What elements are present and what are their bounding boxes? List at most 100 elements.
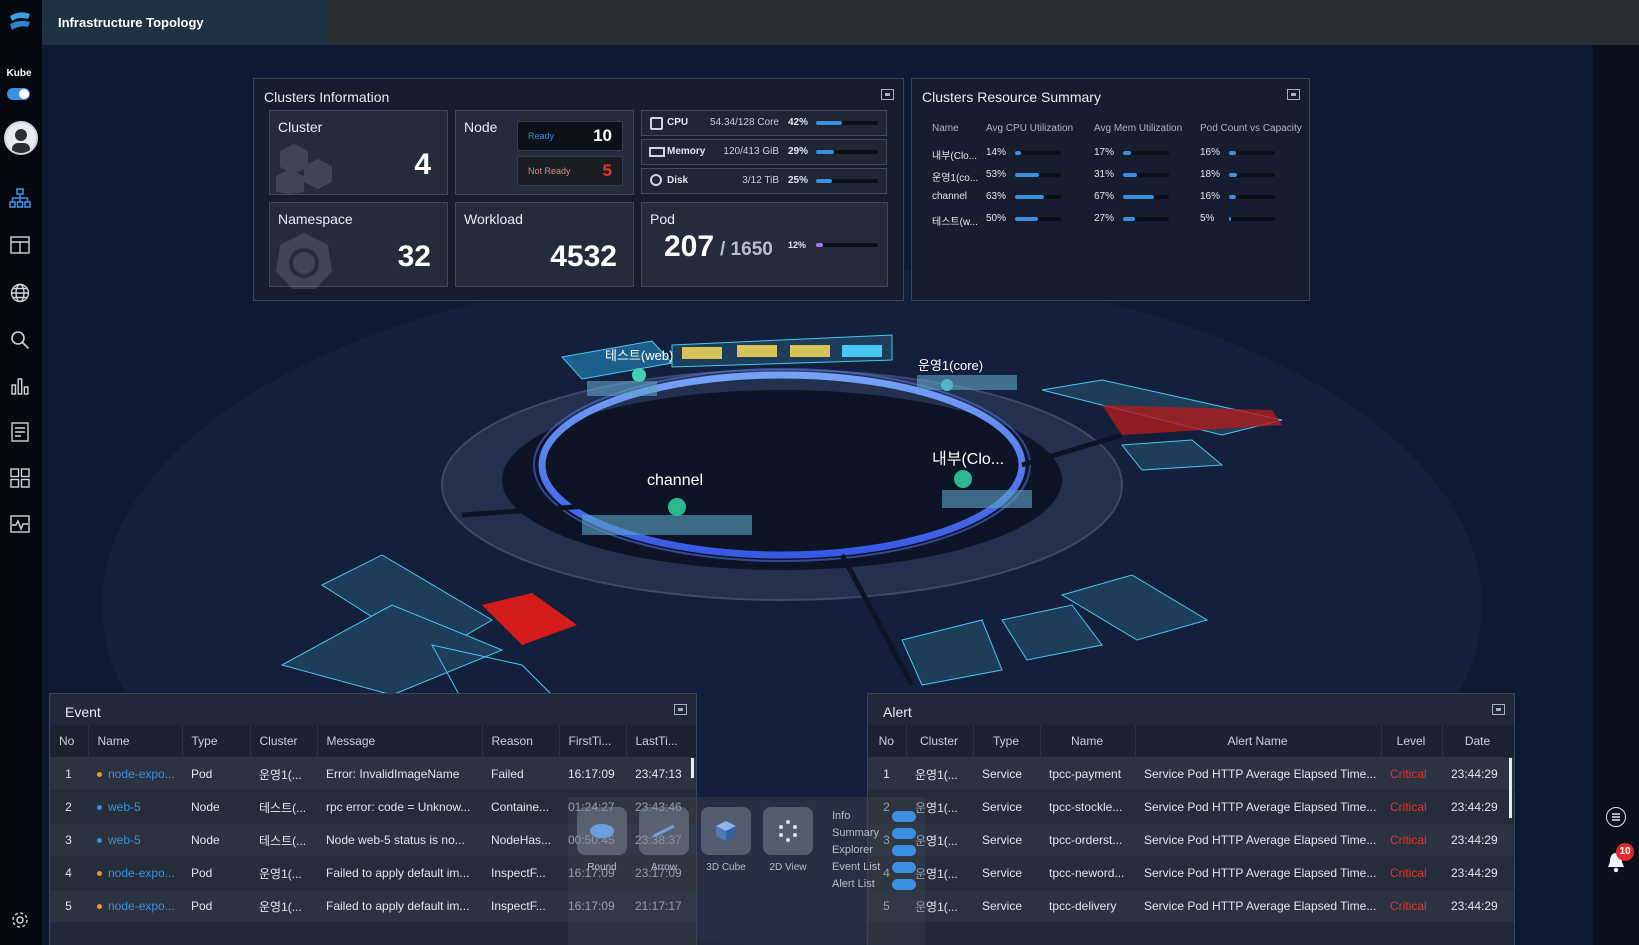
layout-icon[interactable] xyxy=(9,234,31,256)
kube-toggle[interactable] xyxy=(7,88,30,100)
card-label: Pod xyxy=(650,211,675,227)
disk-icon xyxy=(650,174,662,186)
maximize-icon[interactable] xyxy=(881,89,894,100)
resource-row-memory[interactable]: Memory 120/413 GiB 29% xyxy=(641,139,887,165)
alert-row[interactable]: 5 운영1(... Service tpcc-delivery Service Pod … xyxy=(868,889,1514,923)
resource-row-cpu[interactable]: CPU 54.34/128 Core 42% xyxy=(641,110,887,136)
event-name-link[interactable]: node-expo... xyxy=(108,866,175,880)
cluster-group-channel[interactable] xyxy=(280,498,686,701)
cluster-group-web[interactable] xyxy=(561,334,893,382)
maximize-icon[interactable] xyxy=(1492,704,1505,715)
toggle-explorer[interactable]: Explorer xyxy=(832,843,922,858)
alert-column-header[interactable]: Name xyxy=(1040,725,1136,758)
cluster-group-internal[interactable] xyxy=(901,470,1209,686)
topology-label-core[interactable]: 운영1(core) xyxy=(918,358,984,373)
event-name-link[interactable]: web-5 xyxy=(108,833,141,847)
resource-row-disk[interactable]: Disk 3/12 TiB 25% xyxy=(641,168,887,194)
event-column-header[interactable]: Cluster xyxy=(250,725,318,758)
event-row[interactable]: 5 node-expo... Pod 운영1(... Failed to apply d… xyxy=(50,889,696,923)
alert-row[interactable]: 1 운영1(... Service tpcc-payment Service Pod H… xyxy=(868,757,1514,791)
topology-icon[interactable] xyxy=(9,187,31,209)
cluster-card[interactable]: Cluster 4 xyxy=(269,110,448,195)
summary-pod-percent: 16% xyxy=(1200,147,1221,158)
notification-bell-icon[interactable]: 10 xyxy=(1606,843,1634,873)
summary-pod-bar xyxy=(1229,217,1275,221)
alert-column-header[interactable]: Cluster xyxy=(906,725,974,758)
view-button-3d-cube[interactable]: 3D Cube xyxy=(700,807,752,877)
topology-label-channel[interactable]: channel xyxy=(647,472,704,489)
settings-gear-icon[interactable] xyxy=(9,909,31,931)
event-column-header[interactable]: LastTi... xyxy=(626,725,696,758)
toggle-switch[interactable] xyxy=(892,845,916,856)
toggle-event-list[interactable]: Event List xyxy=(832,860,922,875)
report-icon[interactable] xyxy=(9,421,31,443)
avatar[interactable] xyxy=(4,121,38,155)
resource-detail: 120/413 GiB xyxy=(723,146,779,157)
toggle-switch[interactable] xyxy=(892,811,916,822)
summary-row[interactable]: 내부(Clo... 14% 17% 16% xyxy=(912,147,1307,167)
alert-scrollbar[interactable] xyxy=(1509,758,1512,818)
topology-label-internal[interactable]: 내부(Clo... xyxy=(932,451,1005,468)
alert-row[interactable]: 4 운영1(... Service tpcc-neword... Service Pod… xyxy=(868,856,1514,890)
status-dot-icon xyxy=(97,871,102,877)
toggle-switch[interactable] xyxy=(892,862,916,873)
namespace-card[interactable]: Namespace 32 xyxy=(269,202,448,289)
topology-label-web[interactable]: 테스트(web) xyxy=(605,348,674,363)
event-column-header[interactable]: Reason xyxy=(482,725,560,758)
toggle-alert-list[interactable]: Alert List xyxy=(832,877,922,892)
pod-capacity: / 1650 xyxy=(720,239,773,260)
toggle-switch[interactable] xyxy=(892,879,916,890)
alert-cell: Service xyxy=(973,856,1040,890)
event-column-header[interactable]: Message xyxy=(317,725,483,758)
event-column-header[interactable]: No xyxy=(50,725,89,758)
node-ready-box[interactable]: Ready 10 xyxy=(517,121,623,151)
event-column-header[interactable]: FirstTi... xyxy=(559,725,627,758)
alert-column-header[interactable]: No xyxy=(868,725,907,758)
resource-bar xyxy=(816,121,878,125)
alert-column-header[interactable]: Date xyxy=(1442,725,1514,758)
event-row[interactable]: 4 node-expo... Pod 운영1(... Failed to apply d… xyxy=(50,856,696,890)
toggle-info[interactable]: Info xyxy=(832,809,922,824)
menu-list-icon[interactable] xyxy=(1606,807,1626,827)
alert-row[interactable]: 2 운영1(... Service tpcc-stockle... Service Po… xyxy=(868,790,1514,824)
event-scrollbar[interactable] xyxy=(691,758,694,778)
event-cell: Node xyxy=(182,790,250,824)
event-row[interactable]: 1 node-expo... Pod 운영1(... Error: InvalidIma… xyxy=(50,757,696,791)
card-label: Namespace xyxy=(278,211,353,227)
workload-card[interactable]: Workload 4532 xyxy=(455,202,634,287)
toggle-summary[interactable]: Summary xyxy=(832,826,922,841)
toggle-switch[interactable] xyxy=(892,828,916,839)
maximize-icon[interactable] xyxy=(674,704,687,715)
event-name-link[interactable]: node-expo... xyxy=(108,899,175,913)
maximize-icon[interactable] xyxy=(1287,89,1300,100)
tab-infrastructure-topology[interactable]: Infrastructure Topology xyxy=(42,0,326,45)
view-button-2d-view[interactable]: 2D View xyxy=(762,807,814,877)
resource-list: CPU 54.34/128 Core 42% Memory 120/413 Gi… xyxy=(641,110,887,194)
event-column-header[interactable]: Name xyxy=(88,725,183,758)
event-name-link[interactable]: web-5 xyxy=(108,800,141,814)
pod-card[interactable]: Pod 207 / 1650 12% xyxy=(641,202,888,287)
alert-column-header[interactable]: Level xyxy=(1381,725,1443,758)
grid-icon[interactable] xyxy=(9,467,31,489)
summary-mem-percent: 27% xyxy=(1094,213,1115,224)
globe-icon[interactable] xyxy=(9,282,31,304)
bar-chart-icon[interactable] xyxy=(9,375,31,397)
logo-icon[interactable] xyxy=(7,10,33,32)
alert-row[interactable]: 3 운영1(... Service tpcc-orderst... Service Po… xyxy=(868,823,1514,857)
summary-row[interactable]: 테스트(w... 50% 27% 5% xyxy=(912,213,1307,233)
summary-row[interactable]: channel 63% 67% 16% xyxy=(912,191,1307,211)
view-button-round[interactable]: Round xyxy=(576,807,628,877)
summary-row[interactable]: 운영1(co... 53% 31% 18% xyxy=(912,169,1307,189)
node-not-ready-box[interactable]: Not Ready 5 xyxy=(517,156,623,186)
alert-table: No Cluster Type Name Alert Name Level Date 1 운영… xyxy=(868,725,1514,923)
event-name-link[interactable]: node-expo... xyxy=(108,767,175,781)
right-toolbar: 10 xyxy=(1593,45,1639,945)
view-button-arrow[interactable]: Arrow xyxy=(638,807,690,877)
alert-column-header[interactable]: Alert Name xyxy=(1135,725,1382,758)
node-card[interactable]: Node Ready 10 Not Ready 5 xyxy=(455,110,634,195)
alert-column-header[interactable]: Type xyxy=(973,725,1041,758)
monitor-icon[interactable] xyxy=(9,513,31,535)
event-column-header[interactable]: Type xyxy=(182,725,251,758)
search-icon[interactable] xyxy=(9,329,31,351)
alert-cell: 23:44:29 xyxy=(1442,757,1514,791)
